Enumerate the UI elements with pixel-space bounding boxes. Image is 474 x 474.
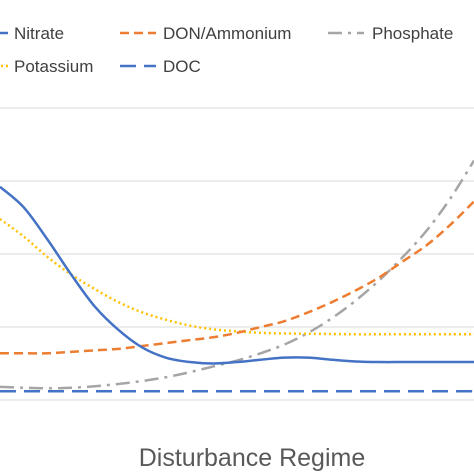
x-axis-label: Disturbance Regime [139, 444, 366, 472]
legend-label-don-ammonium: DON/Ammonium [163, 24, 291, 43]
legend-label-doc: DOC [163, 57, 201, 76]
legend-label-potassium: Potassium [14, 57, 93, 76]
gridlines [0, 107, 474, 401]
series-line-phosphate [0, 159, 474, 390]
series-line-potassium [0, 217, 474, 336]
series-line-don-ammonium [0, 200, 474, 355]
legend-label-nitrate: Nitrate [14, 24, 64, 43]
legend: Nitrate DON/Ammonium Phosphate Potassium… [0, 24, 453, 76]
legend-label-phosphate: Phosphate [372, 24, 453, 43]
series-lines [0, 159, 474, 393]
series-line-nitrate [0, 185, 474, 365]
